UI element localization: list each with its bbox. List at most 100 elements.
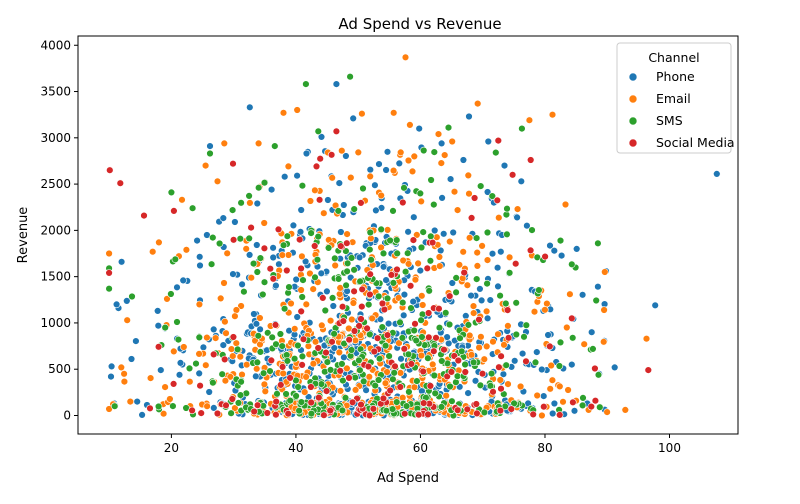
scatter-point-sms bbox=[351, 373, 359, 382]
scatter-point-phone bbox=[293, 313, 301, 321]
scatter-point-social-media bbox=[508, 171, 517, 179]
scatter-point-social-media bbox=[105, 269, 113, 277]
scatter-point-email bbox=[120, 370, 128, 378]
x-tick-label: 40 bbox=[288, 441, 303, 455]
scatter-point-social-media bbox=[169, 380, 178, 388]
scatter-point-email bbox=[442, 392, 450, 400]
scatter-point-email bbox=[227, 345, 236, 353]
scatter-point-email bbox=[541, 306, 549, 314]
scatter-point-email bbox=[186, 378, 194, 386]
x-axis-title: Ad Spend bbox=[377, 471, 439, 486]
scatter-point-email bbox=[221, 377, 230, 385]
scatter-point-sms bbox=[393, 236, 401, 244]
scatter-point-sms bbox=[294, 383, 302, 391]
scatter-point-social-media bbox=[350, 327, 359, 335]
scatter-point-sms bbox=[555, 362, 564, 370]
scatter-point-email bbox=[453, 206, 462, 214]
x-tick-label: 100 bbox=[658, 441, 681, 455]
scatter-point-sms bbox=[260, 278, 269, 286]
scatter-point-phone bbox=[484, 137, 492, 146]
scatter-point-sms bbox=[435, 324, 444, 332]
scatter-point-email bbox=[496, 376, 504, 384]
scatter-point-phone bbox=[252, 372, 260, 380]
scatter-point-social-media bbox=[328, 338, 336, 346]
scatter-point-social-media bbox=[247, 223, 255, 232]
scatter-point-phone bbox=[210, 325, 218, 334]
scatter-point-phone bbox=[550, 399, 559, 408]
scatter-point-phone bbox=[713, 170, 721, 178]
scatter-point-email bbox=[351, 386, 360, 394]
scatter-point-email bbox=[159, 410, 168, 418]
scatter-point-email bbox=[237, 302, 245, 310]
scatter-point-email bbox=[478, 242, 486, 250]
scatter-point-email bbox=[309, 360, 318, 368]
scatter-point-social-media bbox=[496, 406, 505, 415]
scatter-point-social-media bbox=[188, 406, 196, 415]
scatter-point-email bbox=[580, 340, 588, 348]
scatter-point-email bbox=[366, 172, 374, 181]
scatter-point-email bbox=[120, 377, 129, 386]
legend-title: Channel bbox=[648, 50, 699, 65]
scatter-point-sms bbox=[276, 330, 285, 338]
scatter-point-social-media bbox=[526, 156, 535, 164]
scatter-point-sms bbox=[464, 321, 473, 329]
scatter-point-email bbox=[279, 369, 287, 378]
scatter-point-social-media bbox=[366, 290, 374, 299]
scatter-point-email bbox=[465, 190, 473, 198]
scatter-point-email bbox=[328, 174, 336, 182]
scatter-point-email bbox=[347, 173, 355, 182]
scatter-point-social-media bbox=[425, 333, 433, 341]
scatter-point-email bbox=[417, 351, 426, 360]
scatter-point-phone bbox=[296, 228, 305, 236]
scatter-point-phone bbox=[112, 300, 121, 309]
scatter-point-sms bbox=[377, 225, 385, 234]
scatter-point-sms bbox=[427, 176, 435, 184]
scatter-point-social-media bbox=[229, 333, 238, 341]
scatter-point-social-media bbox=[332, 127, 341, 136]
scatter-point-sms bbox=[437, 403, 446, 411]
scatter-point-sms bbox=[334, 207, 342, 215]
scatter-point-phone bbox=[497, 248, 505, 256]
y-tick-label: 1500 bbox=[40, 270, 71, 284]
points-layer bbox=[105, 53, 721, 420]
scatter-point-sms bbox=[448, 397, 456, 405]
scatter-point-social-media bbox=[369, 405, 378, 413]
scatter-point-phone bbox=[594, 283, 602, 291]
scatter-point-email bbox=[473, 248, 481, 257]
scatter-point-social-media bbox=[210, 350, 218, 359]
scatter-point-phone bbox=[544, 331, 552, 339]
scatter-point-social-media bbox=[315, 196, 324, 204]
scatter-point-sms bbox=[399, 298, 407, 307]
scatter-point-phone bbox=[467, 291, 475, 300]
scatter-point-email bbox=[195, 300, 204, 309]
scatter-point-sms bbox=[174, 335, 183, 344]
scatter-point-sms bbox=[355, 356, 363, 364]
scatter-point-phone bbox=[546, 241, 554, 250]
scatter-point-email bbox=[161, 383, 169, 391]
scatter-point-phone bbox=[238, 280, 246, 288]
scatter-point-email bbox=[195, 350, 203, 358]
scatter-point-phone bbox=[199, 343, 208, 351]
scatter-point-email bbox=[149, 248, 157, 256]
scatter-point-social-media bbox=[170, 207, 178, 215]
scatter-point-sms bbox=[323, 358, 332, 366]
scatter-point-phone bbox=[400, 290, 409, 299]
x-axis: 20 40 60 80 100 bbox=[164, 434, 681, 455]
scatter-point-sms bbox=[430, 200, 438, 209]
scatter-point-sms bbox=[330, 330, 338, 338]
scatter-point-sms bbox=[298, 293, 306, 301]
scatter-point-sms bbox=[237, 378, 245, 386]
scatter-point-email bbox=[336, 290, 344, 298]
scatter-point-sms bbox=[452, 288, 460, 296]
scatter-point-sms bbox=[350, 205, 358, 213]
scatter-point-email bbox=[559, 398, 567, 406]
scatter-point-social-media bbox=[299, 335, 308, 343]
scatter-point-sms bbox=[579, 394, 587, 402]
chart-title: Ad Spend vs Revenue bbox=[338, 15, 501, 33]
scatter-point-sms bbox=[339, 376, 347, 385]
scatter-point-email bbox=[302, 300, 310, 308]
scatter-point-email bbox=[260, 219, 268, 227]
scatter-point-phone bbox=[252, 320, 261, 328]
scatter-point-sms bbox=[367, 256, 375, 264]
x-tick-label: 80 bbox=[537, 441, 552, 455]
